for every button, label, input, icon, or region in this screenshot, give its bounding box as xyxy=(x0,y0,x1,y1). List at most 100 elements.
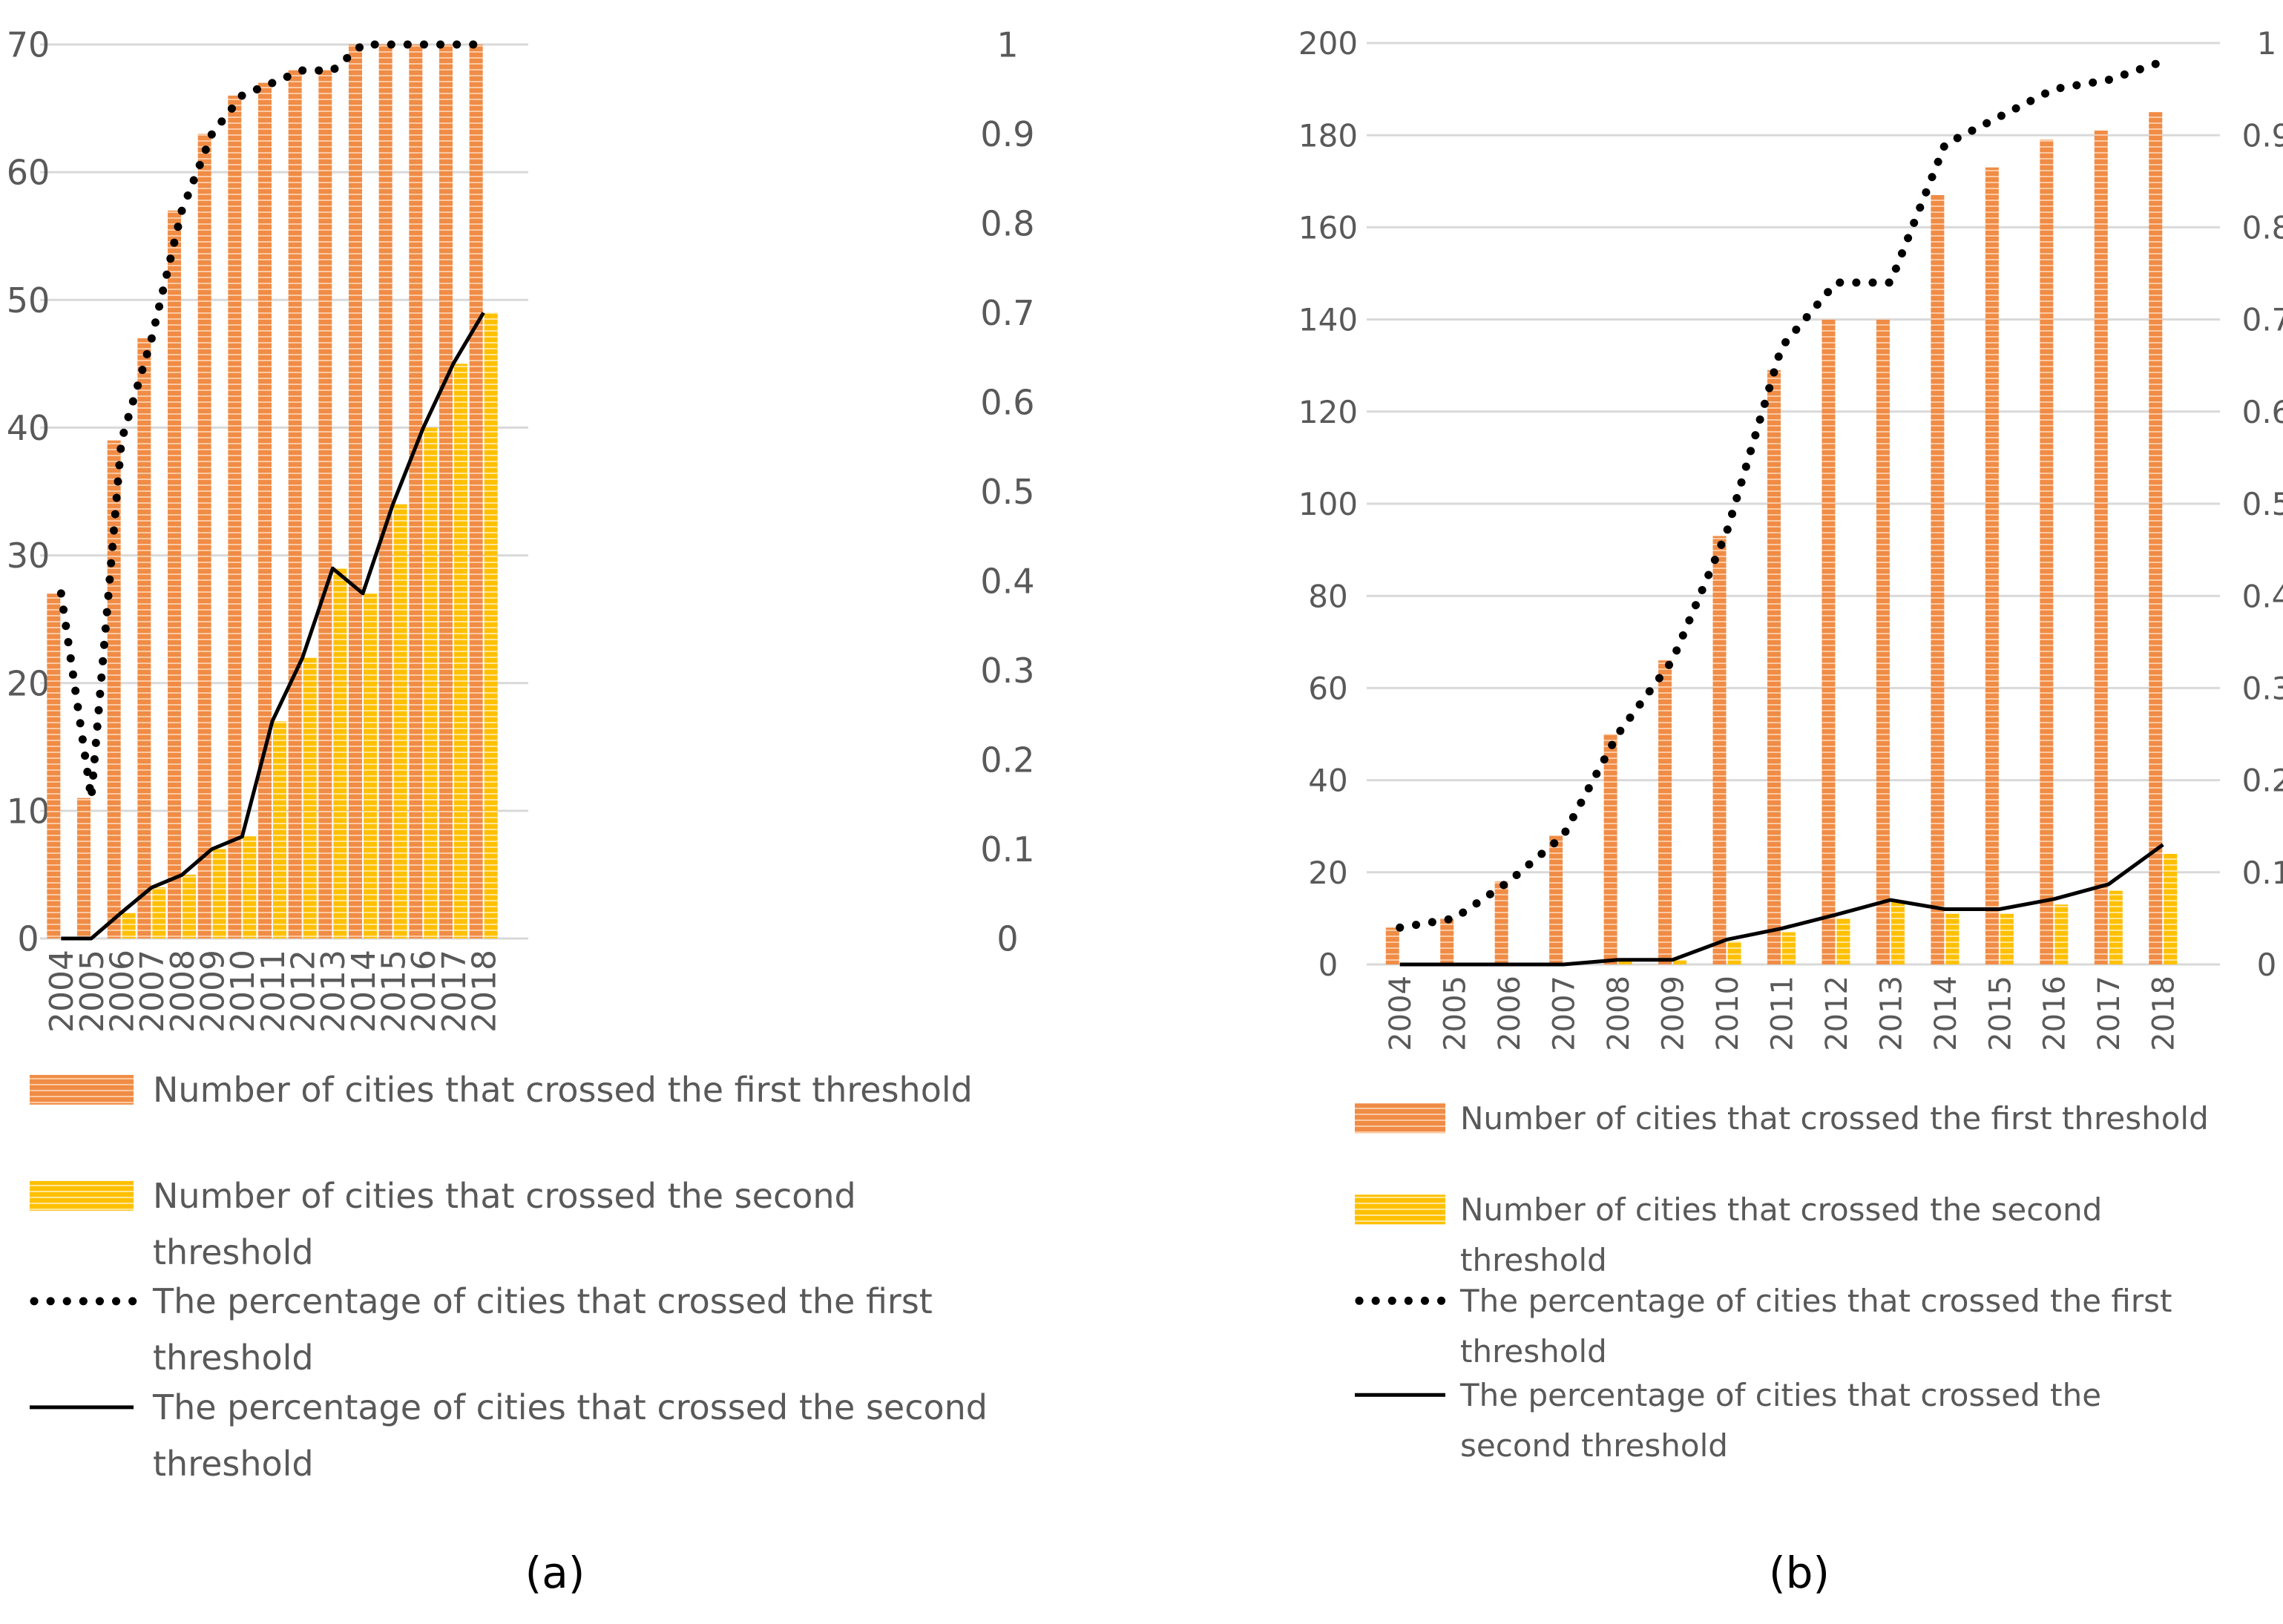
bar-first-threshold-a xyxy=(439,45,453,938)
bar-second-threshold-a xyxy=(364,594,377,938)
bar-second-threshold-b xyxy=(1836,918,1850,964)
bar-second-threshold-a xyxy=(333,568,347,938)
right-tick-label-a: 0.5 xyxy=(980,472,1034,512)
x-tick-label-a: 2007 xyxy=(134,950,171,1033)
x-tick-label-b: 2010 xyxy=(1711,976,1745,1051)
bar-first-threshold-b xyxy=(1603,734,1617,964)
bar-first-threshold-b xyxy=(1712,536,1727,964)
bar-first-threshold-b xyxy=(1440,918,1454,964)
series-line-second-percentage-b xyxy=(1399,843,2164,967)
right-tick-label-a: 0 xyxy=(996,919,1018,959)
legend-label-a: The percentage of cities that crossed th… xyxy=(152,1387,988,1427)
bar-second-threshold-a xyxy=(484,312,498,938)
left-tick-label-b: 0 xyxy=(1318,947,1338,983)
x-tick-label-a: 2004 xyxy=(43,950,81,1033)
right-tick-label-b: 0.5 xyxy=(2242,486,2283,522)
bar-first-threshold-a xyxy=(318,70,332,938)
legend-swatch-second-threshold-b xyxy=(1355,1194,1445,1225)
x-tick-label-b: 2008 xyxy=(1602,976,1636,1051)
right-tick-label-a: 0.8 xyxy=(980,204,1034,244)
bar-first-threshold-b xyxy=(1767,369,1781,964)
x-tick-label-b: 2016 xyxy=(2038,976,2072,1051)
right-tick-label-a: 0.2 xyxy=(980,740,1034,780)
legend-label-b: threshold xyxy=(1460,1242,1607,1278)
x-tick-label-a: 2010 xyxy=(224,950,262,1033)
left-tick-label-b: 60 xyxy=(1308,671,1347,707)
bar-second-threshold-b xyxy=(1782,932,1796,964)
left-tick-label-b: 100 xyxy=(1298,486,1358,522)
legend-label-b: The percentage of cities that crossed th… xyxy=(1459,1377,2101,1413)
x-tick-label-a: 2017 xyxy=(436,950,473,1033)
x-tick-label-a: 2011 xyxy=(254,950,292,1033)
bar-first-threshold-b xyxy=(1494,881,1508,964)
right-tick-label-b: 0.8 xyxy=(2242,210,2283,246)
legend-label-a: Number of cities that crossed the first … xyxy=(153,1070,973,1110)
chart-panel-b: 0 20 40 60 80 100 120 140 160 180 200 0 0.1 0.2 0.3 0.4… xyxy=(1298,25,2283,1464)
bar-first-threshold-a xyxy=(288,70,302,938)
x-tick-label-a: 2015 xyxy=(375,950,413,1033)
right-tick-label-b: 0.6 xyxy=(2242,394,2283,430)
legend-label-a: The percentage of cities that crossed th… xyxy=(152,1281,933,1321)
bar-first-threshold-b xyxy=(2149,112,2163,964)
legend-label-a: Number of cities that crossed the second xyxy=(153,1176,856,1216)
bar-first-threshold-b xyxy=(1822,319,1836,965)
x-tick-label-b: 2018 xyxy=(2147,976,2181,1051)
x-tick-label-a: 2014 xyxy=(345,950,383,1033)
legend-label-a: threshold xyxy=(153,1338,314,1378)
legend-swatch-second-threshold-a xyxy=(30,1180,134,1211)
bar-first-threshold-a xyxy=(378,45,392,938)
x-tick-label-b: 2006 xyxy=(1493,976,1527,1051)
right-tick-label-b: 0.1 xyxy=(2242,855,2283,891)
left-tick-label-a: 10 xyxy=(7,791,50,831)
bar-second-threshold-a xyxy=(454,364,467,938)
bar-second-threshold-b xyxy=(1673,959,1687,964)
x-tick-label-b: 2009 xyxy=(1656,976,1690,1051)
right-tick-label-a: 0.1 xyxy=(980,829,1034,869)
right-tick-label-b: 0.2 xyxy=(2242,763,2283,799)
left-tick-label-a: 30 xyxy=(7,536,50,576)
bar-second-threshold-b xyxy=(1727,941,1741,964)
left-tick-label-b: 120 xyxy=(1298,394,1358,430)
series-line-second-percentage-a xyxy=(61,312,485,941)
panel-label-a: (a) xyxy=(525,1548,585,1598)
x-tick-label-b: 2015 xyxy=(1983,976,2017,1051)
bar-second-threshold-b xyxy=(2109,890,2123,964)
left-tick-label-b: 20 xyxy=(1308,855,1347,891)
bar-first-threshold-a xyxy=(168,210,181,938)
bar-first-threshold-a xyxy=(77,798,91,938)
right-tick-label-a: 0.6 xyxy=(980,383,1034,423)
left-tick-label-a: 20 xyxy=(7,663,50,703)
left-tick-label-a: 40 xyxy=(7,408,50,448)
x-tick-label-b: 2005 xyxy=(1439,976,1473,1051)
bar-second-threshold-b xyxy=(1945,913,1960,964)
bar-second-threshold-b xyxy=(1891,900,1905,964)
bar-second-threshold-a xyxy=(243,836,257,938)
bar-first-threshold-b xyxy=(1985,167,1999,964)
legend-swatch-first-threshold-a xyxy=(30,1074,134,1105)
bar-first-threshold-b xyxy=(1549,835,1563,964)
bar-first-threshold-b xyxy=(2040,139,2054,964)
chart-panel-a: 0 10 20 30 40 50 60 70 0 0.1 0.2 0.3 0.4 0.5 0.6 0.7 0.8… xyxy=(7,25,1035,1484)
bar-second-threshold-b xyxy=(2000,913,2014,964)
x-tick-label-b: 2017 xyxy=(2092,976,2126,1051)
bar-second-threshold-a xyxy=(212,849,226,938)
x-tick-label-a: 2008 xyxy=(164,950,202,1033)
series-line-first-percentage-b xyxy=(1396,57,2167,932)
right-tick-label-a: 0.3 xyxy=(980,651,1034,691)
left-tick-label-a: 70 xyxy=(7,25,50,65)
right-tick-label-b: 1 xyxy=(2257,25,2277,62)
bar-first-threshold-b xyxy=(1931,194,1945,965)
right-tick-label-b: 0.9 xyxy=(2242,117,2283,154)
x-tick-label-a: 2016 xyxy=(405,950,443,1033)
x-tick-label-a: 2012 xyxy=(285,950,323,1033)
right-tick-label-a: 0.7 xyxy=(980,293,1034,333)
right-tick-label-b: 0.4 xyxy=(2242,578,2283,614)
x-tick-label-b: 2013 xyxy=(1874,976,1908,1051)
legend-label-b: Number of cities that crossed the first … xyxy=(1460,1100,2209,1137)
bar-second-threshold-a xyxy=(152,887,166,938)
bar-first-threshold-b xyxy=(1385,927,1399,964)
bar-second-threshold-a xyxy=(393,504,407,938)
left-tick-label-b: 40 xyxy=(1308,763,1347,799)
left-tick-label-b: 140 xyxy=(1298,302,1358,338)
